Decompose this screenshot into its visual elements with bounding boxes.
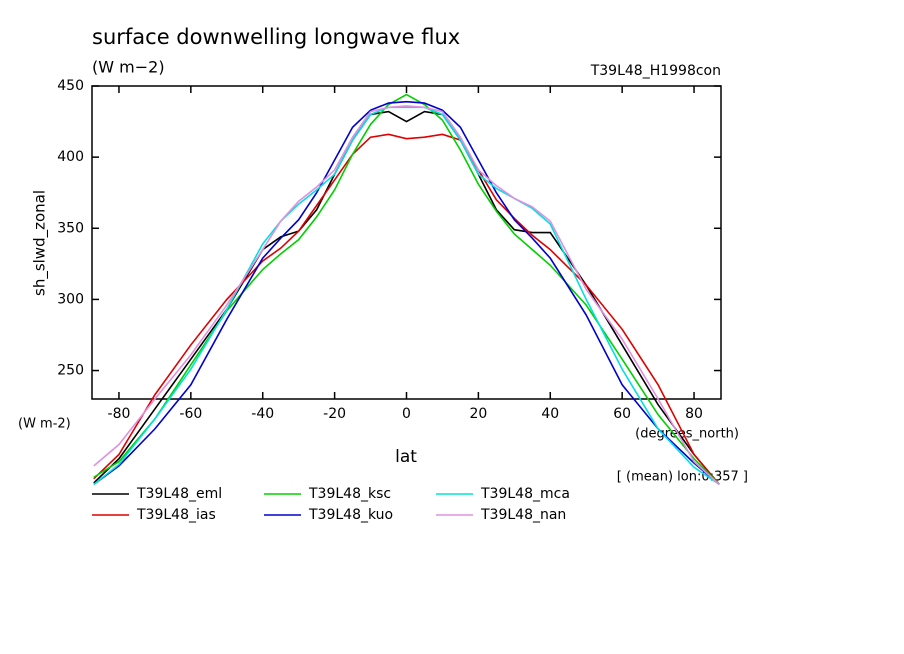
series-line: [93, 133, 720, 485]
legend-label: T39L48_mca: [480, 486, 570, 502]
x-tick-label: 20: [469, 406, 487, 422]
x-tick-label: 80: [685, 406, 703, 422]
legend-label: T39L48_kuo: [308, 507, 393, 523]
x-tick-label: -60: [179, 406, 202, 422]
y-tick-label: 400: [57, 149, 84, 165]
x-tick-label: 40: [541, 406, 559, 422]
series-line: [93, 100, 720, 486]
series-line: [93, 106, 720, 486]
x-tick-label: 60: [613, 406, 631, 422]
x-units: (degrees_north): [635, 427, 739, 442]
series-line: [93, 105, 720, 485]
legend-label: T39L48_eml: [136, 486, 222, 502]
y-units: (W m-2): [18, 417, 71, 432]
y-tick-label: 250: [57, 363, 84, 379]
x-tick-label: -40: [251, 406, 274, 422]
chart-subtitle: (W m−2): [92, 58, 165, 77]
y-tick-label: 450: [57, 78, 84, 94]
y-tick-label: 300: [57, 291, 84, 307]
series-line: [93, 93, 720, 485]
legend-label: T39L48_ksc: [308, 486, 391, 502]
x-tick-label: -80: [108, 406, 131, 422]
x-tick-label: 0: [402, 406, 411, 422]
series-line: [93, 110, 720, 485]
chart-title: surface downwelling longwave flux: [92, 25, 460, 49]
legend-label: T39L48_ias: [136, 507, 216, 523]
y-axis-label: sh_slwd_zonal: [31, 190, 50, 296]
x-tick-label: -20: [323, 406, 346, 422]
experiment-label: T39L48_H1998con: [590, 63, 721, 79]
y-tick-label: 350: [57, 220, 84, 236]
annotation: [ (mean) lon:0:357 ]: [617, 470, 748, 485]
legend-label: T39L48_nan: [480, 507, 566, 523]
x-axis-label: lat: [395, 447, 417, 467]
